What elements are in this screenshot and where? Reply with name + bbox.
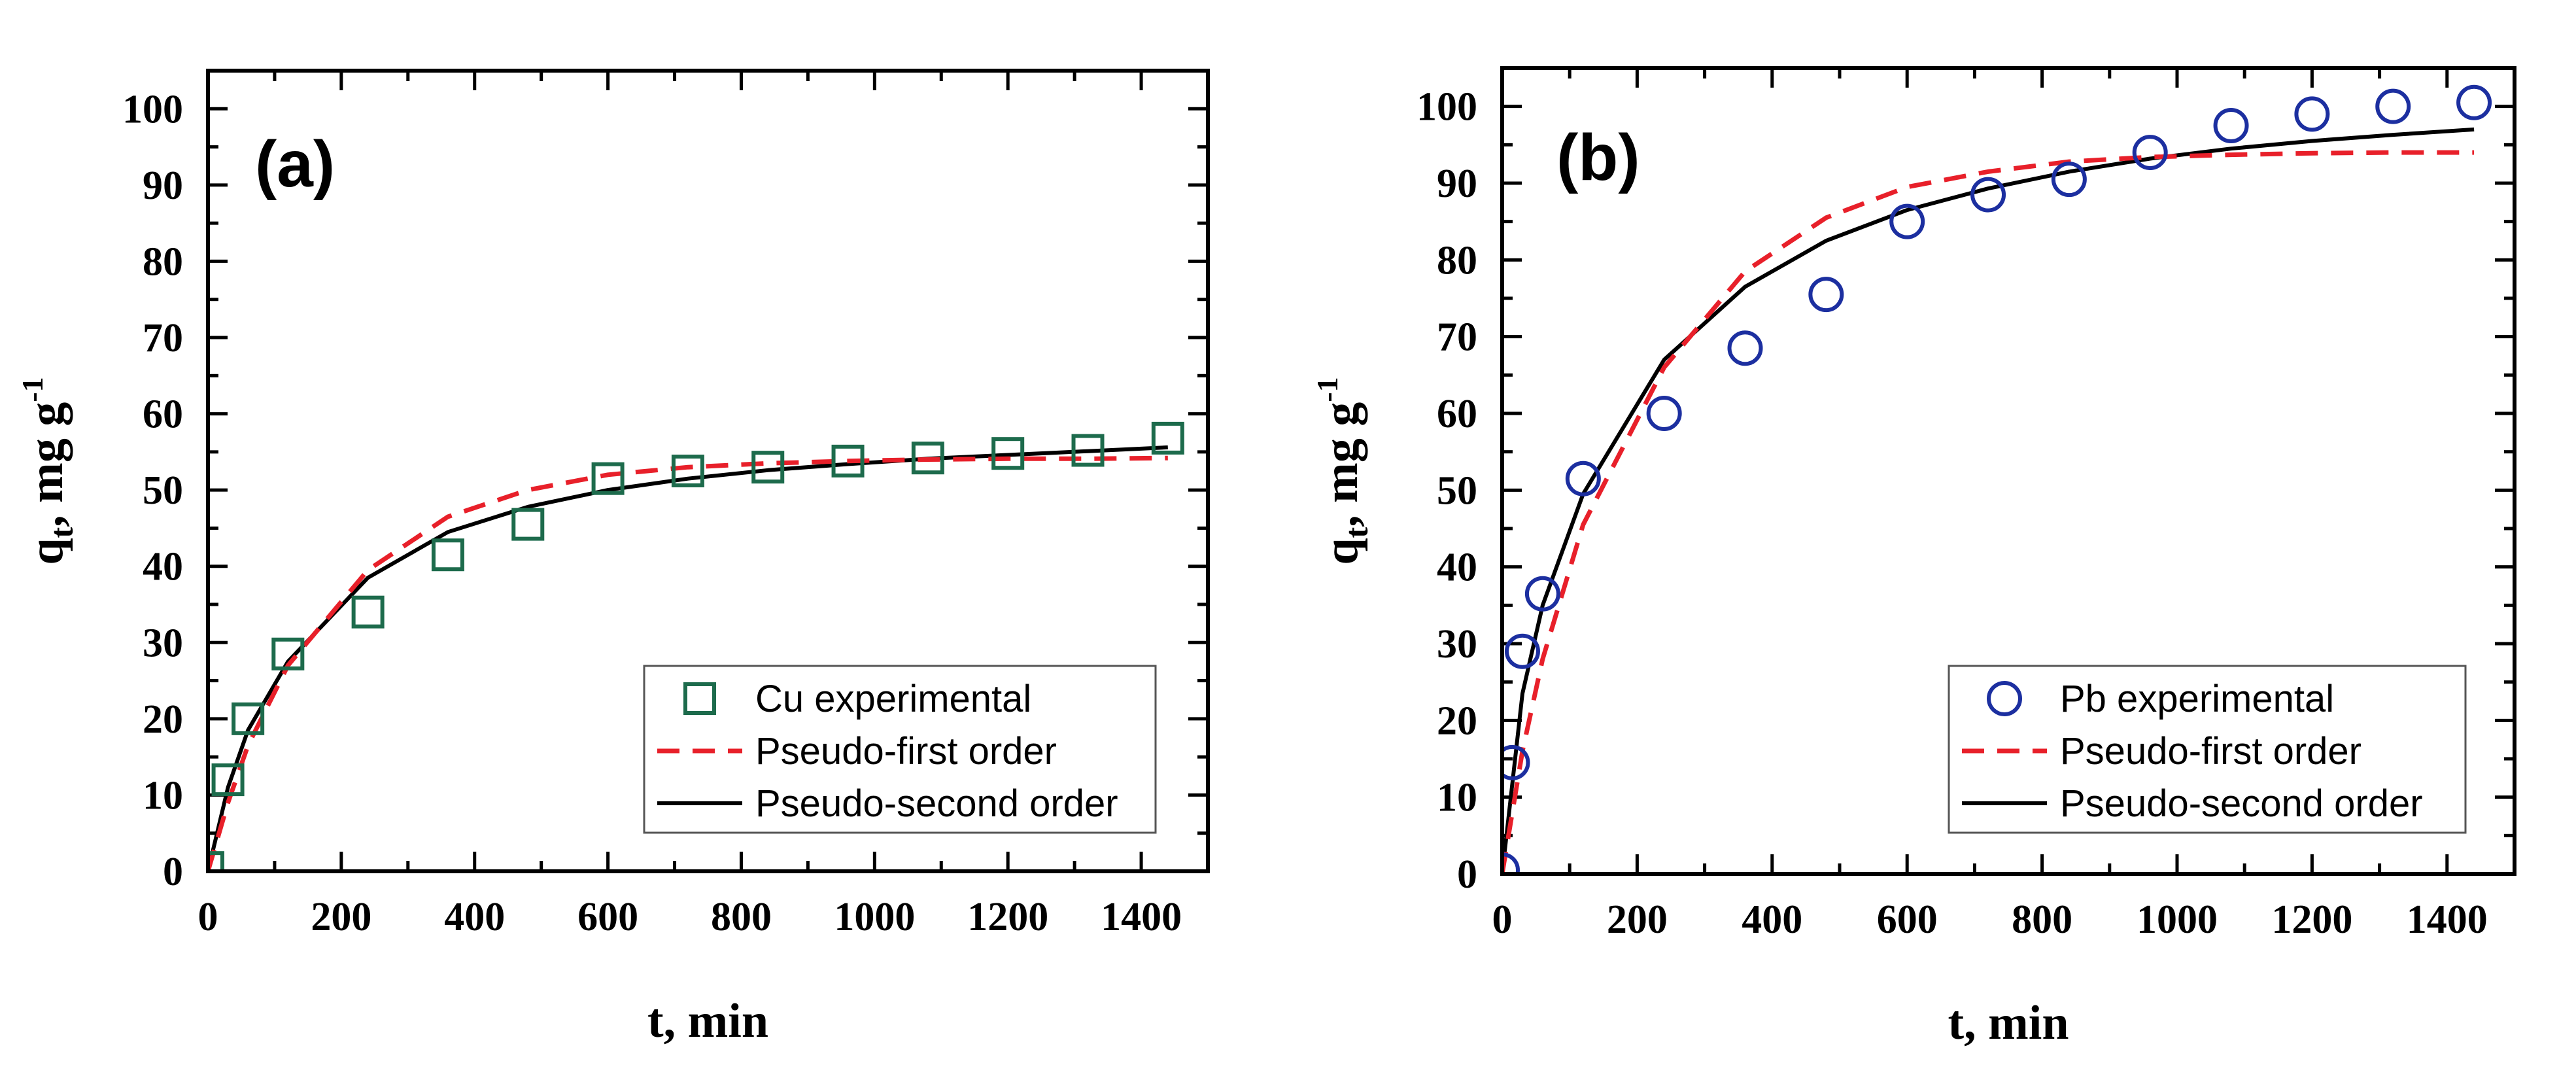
y-tick-label: 10 [143,773,183,818]
y-tick-label: 80 [143,239,183,284]
legend-label: Pseudo-second order [2060,782,2423,825]
y-axis-title: qt, mg g-1 [16,377,80,565]
plot-area [208,421,1184,871]
data-point [1502,744,1530,780]
y-tick-label: 40 [1437,546,1477,590]
chart-panel-a: 0 200 400 600 800 1000 1200 1400 0 10 20 30 40 50 60 70… [16,69,1210,1048]
x-tick-label: 200 [311,895,371,939]
x-axis-title: t, min [1948,996,2069,1050]
data-point [2213,108,2249,143]
x-tick-label: 1200 [2271,897,2352,942]
x-tick-label: 400 [1742,897,1802,942]
y-axis-title: qt, mg g-1 [1311,377,1375,565]
data-point [1970,177,2006,213]
x-tick-label: 1000 [834,895,915,939]
y-tick-label: 0 [1457,852,1477,897]
x-tick-label: 0 [1492,897,1513,942]
y-tick-label: 0 [163,850,183,894]
legend-marker [1987,681,2022,716]
data-point [1524,576,1560,612]
chart-panel-b: 0 200 400 600 800 1000 1200 1400 0 10 20 30 40 50 60 70… [1311,66,2516,1050]
data-point [1727,330,1763,366]
data-point [271,637,305,670]
x-tick-label: 1000 [2137,897,2218,942]
panel-label: (b) [1556,121,1640,194]
data-point [351,595,385,629]
y-tick-label: 30 [1437,622,1477,667]
data-point [751,451,785,484]
x-tick-label: 1400 [2407,897,2488,942]
data-point [211,763,245,797]
legend-label: Pseudo-second order [755,782,1118,825]
x-tick-label: 0 [198,895,218,939]
y-tick-label: 90 [143,164,183,208]
data-point [2375,88,2411,124]
y-tick-label: 50 [1437,468,1477,513]
data-point [511,508,545,541]
data-point [831,444,865,478]
x-tick-label: 400 [444,895,505,939]
legend-label: Pseudo-first order [755,730,1057,773]
x-tick-label: 800 [2012,897,2072,942]
legend: Cu experimental Pseudo-first order Pseudo-… [643,665,1157,834]
panel-label: (a) [255,128,335,201]
data-point [1502,852,1520,874]
y-tick-label: 20 [1437,699,1477,743]
y-tick-label: 10 [1437,776,1477,820]
x-tick-label: 600 [577,895,638,939]
data-point [1504,633,1540,669]
data-point [232,702,265,735]
y-tick-label: 70 [143,316,183,360]
data-point [2294,96,2330,132]
x-tick-label: 600 [1877,897,1938,942]
pseudo-first-order-line [1502,150,2475,874]
plot-area [1502,84,2492,874]
x-tick-label: 1400 [1101,895,1182,939]
plot-frame [206,69,1210,873]
data-point [1151,421,1184,455]
data-point [1889,203,1925,239]
x-axis-title: t, min [647,994,768,1048]
legend-label: Cu experimental [755,678,1031,720]
y-tick-label: 80 [1437,238,1477,283]
legend-label: Pseudo-first order [2060,730,2361,773]
y-tick-label: 100 [122,87,183,131]
data-point [911,442,944,475]
plot-frame [1500,66,2516,876]
legend: Pb experimental Pseudo-first order Pseudo-… [1948,665,2467,834]
data-point [671,455,704,487]
pseudo-second-order-line [1502,127,2475,874]
data-point [2132,135,2168,171]
data-point [1646,396,1682,431]
y-tick-label: 60 [1437,392,1477,436]
data-point [1808,277,1844,313]
y-tick-label: 40 [143,545,183,589]
x-tick-label: 200 [1607,897,1668,942]
data-point [1071,434,1105,467]
data-point [208,851,224,871]
y-tick-label: 30 [143,621,183,665]
data-point [431,538,464,572]
legend-marker [683,682,716,715]
x-tick-label: 1200 [967,895,1048,939]
y-tick-label: 90 [1437,162,1477,206]
legend-label: Pb experimental [2060,678,2334,720]
data-point [2456,84,2492,120]
y-tick-label: 60 [143,392,183,437]
y-tick-label: 50 [143,468,183,513]
data-point [591,462,625,495]
y-tick-label: 70 [1437,315,1477,360]
x-tick-label: 800 [711,895,772,939]
data-point [1565,461,1601,496]
y-tick-label: 100 [1417,85,1477,130]
data-point [991,437,1025,470]
data-point [2051,162,2087,198]
y-tick-label: 20 [143,697,183,742]
